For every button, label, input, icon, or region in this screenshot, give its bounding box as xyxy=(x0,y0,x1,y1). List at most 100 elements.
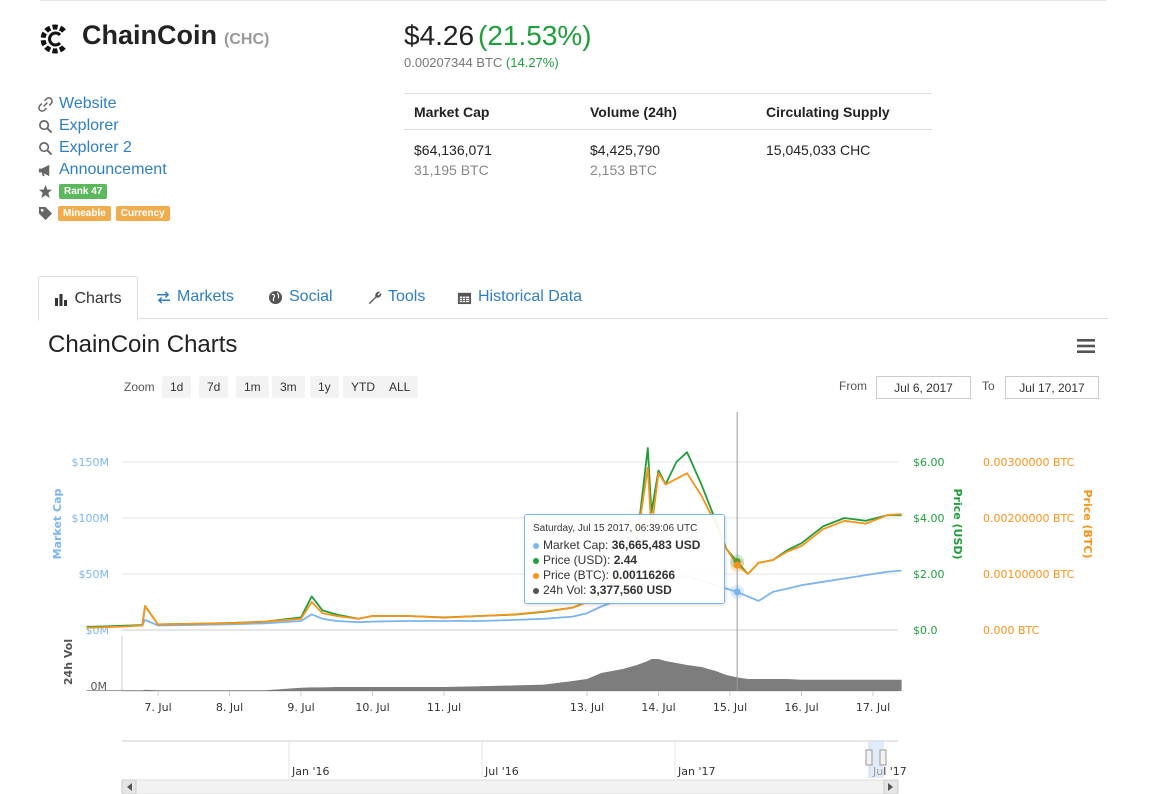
tooltip-row-volume: 24h Vol: 3,377,560 USD xyxy=(533,583,672,597)
exchange-icon xyxy=(157,290,170,304)
market-cap-btc: 31,195 BTC xyxy=(414,162,489,178)
to-date-input[interactable]: Jul 17, 2017 xyxy=(1005,376,1099,399)
x-tick-label: 16. Jul xyxy=(784,701,818,714)
zoom-3m-button[interactable]: 3m xyxy=(272,376,305,398)
tooltip-label: Market Cap: xyxy=(543,538,609,552)
tab-tools-label: Tools xyxy=(388,288,426,305)
navigator-left-handle[interactable] xyxy=(865,749,873,766)
tab-markets[interactable]: Markets xyxy=(156,276,234,318)
hamburger-menu-icon[interactable] xyxy=(1077,339,1095,353)
chart-title: ChainCoin Charts xyxy=(48,331,238,358)
hover-marker xyxy=(733,561,741,569)
price-usd-tick: $6.00 xyxy=(913,456,945,469)
tooltip-value: 0.00116266 xyxy=(612,568,676,582)
tooltip-value: 3,377,560 USD xyxy=(589,583,672,597)
tab-tools[interactable]: Tools xyxy=(367,276,425,318)
price-btc-tick: 0.000 BTC xyxy=(983,624,1040,637)
zoom-ytd-button[interactable]: YTD xyxy=(343,376,383,398)
calendar-icon xyxy=(457,292,472,304)
supply-header: Circulating Supply xyxy=(766,104,890,120)
explorer-link[interactable]: Explorer xyxy=(38,117,119,135)
explorer-2-label: Explorer 2 xyxy=(59,139,132,156)
website-link[interactable]: Website xyxy=(38,95,117,113)
zoom-1d-button[interactable]: 1d xyxy=(162,376,192,398)
volume-header: Volume (24h) xyxy=(590,104,677,120)
link-icon xyxy=(38,96,53,112)
tags-row: Mineable Currency xyxy=(38,206,170,221)
explorer-2-link[interactable]: Explorer 2 xyxy=(38,139,132,157)
zoom-1m-button[interactable]: 1m xyxy=(236,376,269,398)
price-btc-line xyxy=(86,466,902,629)
tag-badge-mineable[interactable]: Mineable xyxy=(58,206,111,221)
search-icon xyxy=(39,119,53,133)
tab-charts[interactable]: Charts xyxy=(38,276,138,321)
market-cap-line xyxy=(86,569,902,628)
market-cap-header: Market Cap xyxy=(414,104,490,120)
announcement-link[interactable]: Announcement xyxy=(38,161,167,179)
price-usd-dot xyxy=(533,557,539,564)
arrow-right-icon xyxy=(888,783,893,791)
x-tick-label: 17. Jul xyxy=(856,701,890,714)
scrollbar-track[interactable] xyxy=(121,779,899,794)
tooltip-row-market-cap: Market Cap: 36,665,483 USD xyxy=(533,538,700,552)
x-tick-label: 14. Jul xyxy=(641,701,675,714)
price-btc-value: 0.00207344 BTC xyxy=(404,55,503,70)
tab-markets-label: Markets xyxy=(177,288,234,305)
price-btc-tick: 0.00100000 BTC xyxy=(983,568,1075,581)
tag-badge-currency[interactable]: Currency xyxy=(115,206,170,221)
zoom-all-button[interactable]: ALL xyxy=(381,376,419,398)
tag-icon xyxy=(38,206,53,221)
zoom-7d-button[interactable]: 7d xyxy=(199,376,229,398)
stats-divider-top xyxy=(404,93,932,94)
website-label: Website xyxy=(59,95,117,112)
tabbar-divider xyxy=(38,318,1108,319)
tab-historical-label: Historical Data xyxy=(478,288,583,305)
tooltip-label: Price (BTC): xyxy=(543,568,609,582)
price-btc-tick: 0.00300000 BTC xyxy=(983,456,1075,469)
supply-value: 15,045,033 CHC xyxy=(766,142,871,158)
tab-social[interactable]: Social xyxy=(268,276,333,318)
market-cap-tick: $50M xyxy=(79,568,110,581)
zoom-1y-button[interactable]: 1y xyxy=(310,376,339,398)
navigator-right-handle[interactable] xyxy=(879,749,887,766)
volume-area xyxy=(86,659,902,691)
rank-row: Rank 47 xyxy=(38,184,108,199)
announcement-label: Announcement xyxy=(59,161,167,178)
price-btc-tick: 0.00200000 BTC xyxy=(983,512,1075,525)
x-tick-label: 8. Jul xyxy=(216,701,243,714)
coin-name: ChainCoin xyxy=(82,20,217,50)
navigator-tick-label: Jul '16 xyxy=(484,765,519,778)
tab-charts-label: Charts xyxy=(74,289,122,307)
bullhorn-icon xyxy=(38,164,50,176)
x-tick-label: 13. Jul xyxy=(570,701,604,714)
coin-symbol: (CHC) xyxy=(224,31,270,48)
from-date-input[interactable]: Jul 6, 2017 xyxy=(876,376,971,399)
tab-historical-data[interactable]: Historical Data xyxy=(457,276,582,318)
volume-axis-label: 24h Vol xyxy=(62,639,75,685)
zoom-label: Zoom xyxy=(124,380,155,394)
price-usd-line xyxy=(86,447,902,629)
x-tick-label: 10. Jul xyxy=(355,701,389,714)
x-tick-label: 7. Jul xyxy=(144,701,171,714)
tooltip-label: 24h Vol: xyxy=(543,583,587,597)
price-usd-change: (21.53%) xyxy=(478,20,592,51)
from-label: From xyxy=(839,379,867,393)
price-btc-change: (14.27%) xyxy=(505,55,559,70)
price-btc-dot xyxy=(533,572,539,579)
rank-badge: Rank 47 xyxy=(59,184,108,199)
volume-btc: 2,153 BTC xyxy=(590,162,657,178)
tab-social-label: Social xyxy=(289,288,333,305)
volume-dot xyxy=(533,587,539,594)
explorer-label: Explorer xyxy=(59,117,119,134)
price-usd-axis-label: Price (USD) xyxy=(951,488,964,559)
chart-tooltip: Saturday, Jul 15 2017, 06:39:06 UTC Mark… xyxy=(524,514,725,604)
stats-divider-mid xyxy=(404,129,932,130)
price-usd-tick: $0.0 xyxy=(913,624,938,637)
wrench-icon xyxy=(368,291,382,304)
bar-chart-icon xyxy=(55,293,68,306)
x-tick-label: 15. Jul xyxy=(713,701,747,714)
market-cap-tick: $100M xyxy=(72,512,110,525)
volume-usd: $4,425,790 xyxy=(590,142,661,158)
to-label: To xyxy=(982,379,995,393)
tooltip-row-price-btc: Price (BTC): 0.00116266 xyxy=(533,568,675,582)
